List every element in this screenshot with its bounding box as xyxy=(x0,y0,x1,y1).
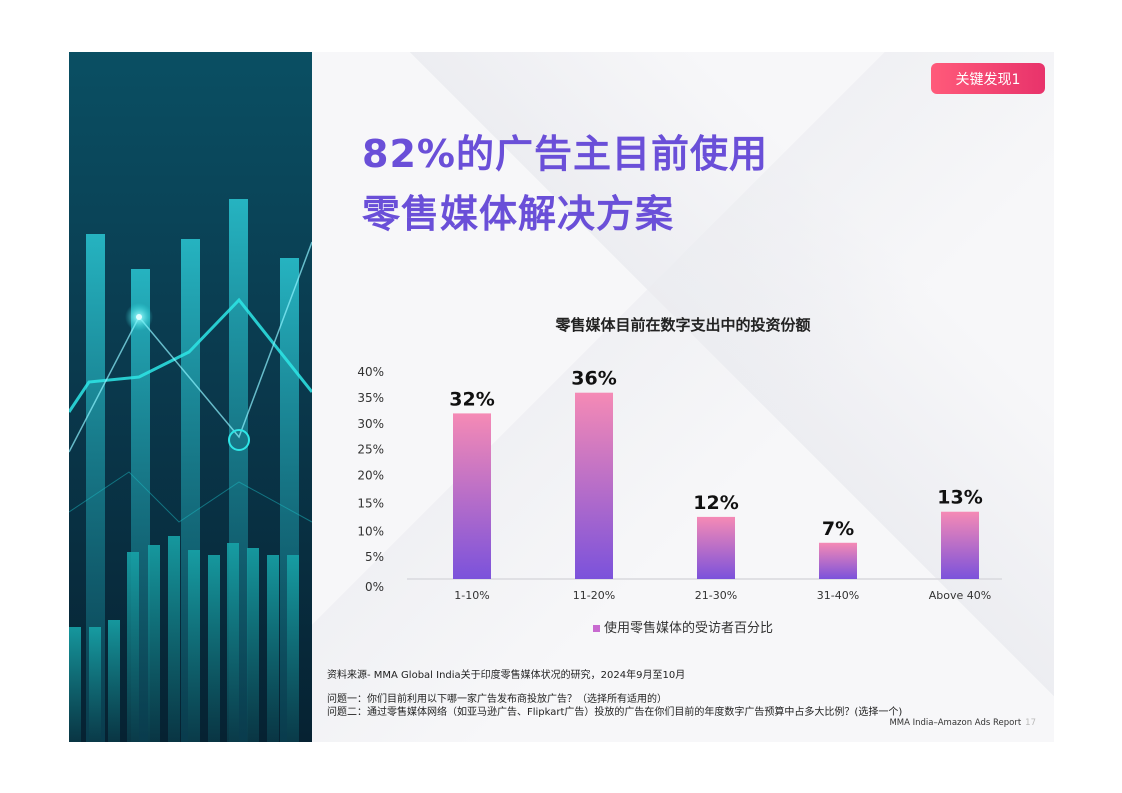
report-name: MMA India–Amazon Ads Report xyxy=(889,718,1022,728)
y-axis: 0% 5% 10% 15% 20% 25% 30% 35% 40% xyxy=(357,365,384,594)
content-area: 关键发现1 82%的广告主目前使用 零售媒体解决方案 零售媒体目前在数字支出中的… xyxy=(312,52,1054,742)
x-axis-labels: 1-10% 11-20% 21-30% 31-40% Above 40% xyxy=(454,589,991,602)
x-tick-label: 11-20% xyxy=(573,589,615,602)
decorative-bars-graphic xyxy=(69,199,312,742)
y-tick-label: 30% xyxy=(357,417,384,431)
page-number: 17 xyxy=(1025,718,1036,728)
bar xyxy=(697,516,735,579)
y-tick-label: 25% xyxy=(357,443,384,457)
legend-label: 使用零售媒体的受访者百分比 xyxy=(603,621,773,636)
source-note: 资料来源- MMA Global India关于印度零售媒体状况的研究，2024… xyxy=(327,670,686,681)
bar-data-label: 32% xyxy=(449,388,494,410)
bar-data-label: 13% xyxy=(937,487,982,509)
y-tick-label: 5% xyxy=(365,550,384,564)
bar xyxy=(575,392,613,579)
bar xyxy=(819,542,857,579)
slide: 关键发现1 82%的广告主目前使用 零售媒体解决方案 零售媒体目前在数字支出中的… xyxy=(69,52,1054,742)
y-tick-label: 0% xyxy=(365,580,384,594)
question-2-note: 问题二：通过零售媒体网络（如亚马逊广告、Flipkart广告）投放的广告在你们目… xyxy=(327,707,903,718)
x-tick-label: Above 40% xyxy=(929,589,991,602)
chart-legend: 使用零售媒体的受访者百分比 xyxy=(312,617,1054,636)
bar-data-label: 12% xyxy=(693,492,738,514)
title-line-1: 82%的广告主目前使用 xyxy=(362,132,768,176)
key-finding-badge: 关键发现1 xyxy=(931,63,1045,94)
y-tick-label: 20% xyxy=(357,469,384,483)
bar-data-label: 36% xyxy=(571,368,616,390)
decorative-chart-image xyxy=(69,52,312,742)
bar-chart: 0% 5% 10% 15% 20% 25% 30% 35% 40% 32% 36% 12% 7% 13%… xyxy=(357,365,1002,602)
x-tick-label: 21-30% xyxy=(695,589,737,602)
y-tick-label: 35% xyxy=(357,391,384,405)
bars: 32% 36% 12% 7% 13% xyxy=(449,368,983,579)
x-tick-label: 1-10% xyxy=(454,589,489,602)
bar xyxy=(941,511,979,579)
legend-swatch xyxy=(592,625,600,632)
page-title: 82%的广告主目前使用 零售媒体解决方案 xyxy=(362,124,768,244)
x-tick-label: 31-40% xyxy=(817,589,859,602)
y-tick-label: 40% xyxy=(357,365,384,379)
question-1-note: 问题一：你们目前利用以下哪一家广告发布商投放广告？（选择所有适用的） xyxy=(327,694,667,705)
y-tick-label: 15% xyxy=(357,496,384,510)
chart-title: 零售媒体目前在数字支出中的投资份额 xyxy=(555,316,811,334)
bar xyxy=(453,413,491,579)
y-tick-label: 10% xyxy=(357,524,384,538)
report-footer: MMA India–Amazon Ads Report 17 xyxy=(889,718,1036,728)
title-line-2: 零售媒体解决方案 xyxy=(362,192,675,236)
bar-data-label: 7% xyxy=(822,518,854,540)
